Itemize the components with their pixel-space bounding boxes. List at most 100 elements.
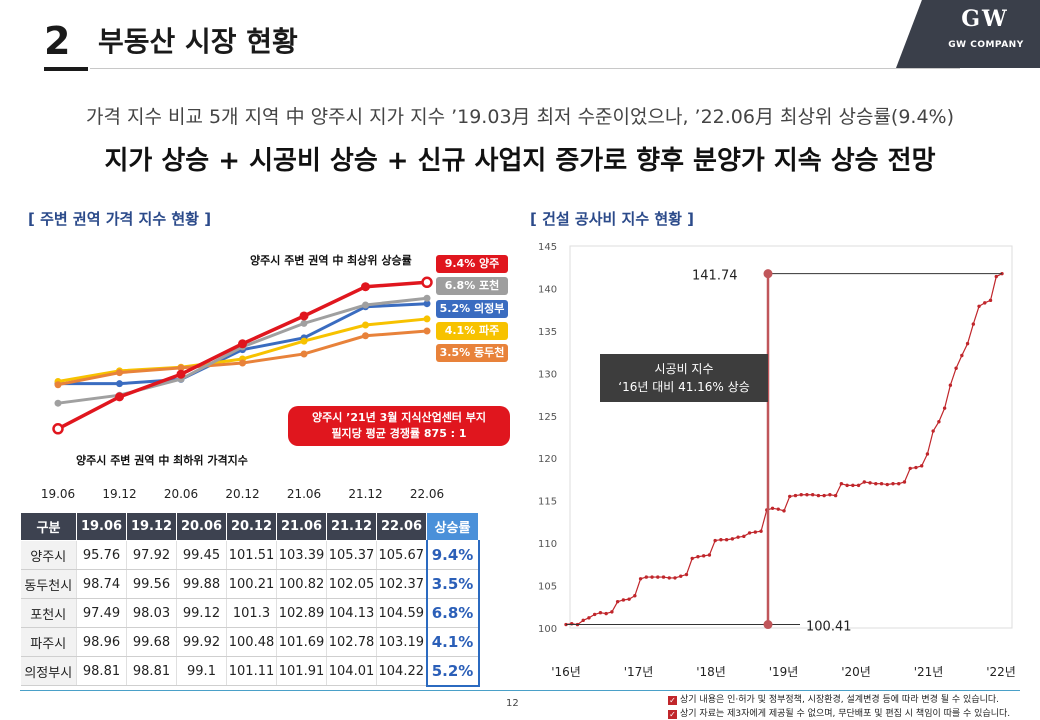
cost-index-point <box>810 493 815 497</box>
right-section-label: [ 건설 공사비 지수 현황 ] <box>530 210 695 228</box>
series-point-동두천시 <box>362 332 369 340</box>
series-point-동두천시 <box>239 359 246 367</box>
cost-annotation-line2: ‘16년 대비 41.16% 상승 <box>618 380 750 394</box>
row-value: 104.59 <box>376 598 427 628</box>
competition-rate-line1: 양주시 ’21년 3월 지식산업센터 부지 <box>311 411 487 424</box>
regional-price-index-chart: 19.06 19.12 20.06 20.12 21.06 21.12 22.06 양주시 … <box>20 240 520 510</box>
cost-index-point <box>701 554 706 558</box>
cost-index-point <box>879 481 884 486</box>
callout-paju: 4.1% 파주 <box>436 322 508 340</box>
max-value-label: 141.74 <box>692 269 738 284</box>
row-region-name: 의정부시 <box>20 656 77 686</box>
series-point-파주시 <box>362 321 369 329</box>
header-cell: 19.06 <box>76 512 127 541</box>
row-value: 99.12 <box>176 598 227 628</box>
row-rate: 9.4% <box>425 540 480 570</box>
row-value: 103.39 <box>276 540 327 570</box>
cost-index-point <box>661 575 666 579</box>
series-point-양주시 <box>115 392 124 402</box>
cost-index-point <box>937 420 941 424</box>
row-value: 99.1 <box>176 656 227 686</box>
cost-annotation-line1: 시공비 지수 <box>654 362 714 376</box>
construction-cost-index-svg: 145 140 135 130 125 120 115 110 105 100 '16년 '17년 '1… <box>538 242 1016 679</box>
cost-index-point <box>690 556 694 561</box>
row-region-name: 파주시 <box>20 627 77 657</box>
series-point-포천시 <box>362 301 369 309</box>
cost-index-point <box>592 612 597 617</box>
cost-index-point <box>994 274 998 279</box>
cost-index-point <box>615 599 620 604</box>
x-tick-label: 21.12 <box>348 487 382 501</box>
x-tick-label: 19.06 <box>41 487 75 501</box>
row-rate: 3.5% <box>425 569 480 599</box>
table-row: 의정부시 98.81 98.81 99.1 101.11 101.91 104.01 104.… <box>20 656 480 687</box>
cost-index-point <box>724 538 729 542</box>
y-tick-label: 115 <box>538 497 557 508</box>
cost-index-point <box>713 538 717 543</box>
cost-index-point <box>587 616 591 620</box>
cost-index-point <box>948 383 953 387</box>
cost-index-point <box>633 594 637 598</box>
row-rate: 6.8% <box>425 598 480 628</box>
cost-index-point <box>833 493 838 498</box>
series-point-포천시 <box>423 294 431 302</box>
series-point-의정부시 <box>116 380 123 388</box>
cost-index-point <box>793 493 798 498</box>
cost-index-point <box>719 538 723 542</box>
summary-subtitle: 가격 지수 비교 5개 지역 中 양주시 지가 지수 ’19.03月 최저 수준… <box>85 106 955 128</box>
header-cell: 19.12 <box>126 512 177 541</box>
series-point-의정부시 <box>423 300 431 308</box>
row-value: 104.13 <box>326 598 377 628</box>
cost-index-point <box>960 353 964 358</box>
row-value: 104.01 <box>326 656 377 686</box>
row-region-name: 양주시 <box>20 540 77 570</box>
series-point-양주시 <box>52 423 64 435</box>
annotation-top: 양주시 주변 권역 中 최상위 상승률 <box>250 254 412 267</box>
cost-index-point <box>730 537 735 541</box>
row-value: 103.19 <box>376 627 427 657</box>
header-cell: 21.12 <box>326 512 377 541</box>
cost-index-point <box>742 534 746 539</box>
series-point-파주시 <box>300 337 308 345</box>
section-number: 2 <box>44 19 71 63</box>
cost-index-point <box>581 618 585 623</box>
callout-uijeongbu: 5.2% 의정부 <box>436 300 508 318</box>
row-value: 101.11 <box>226 656 277 686</box>
series-point-동두천시 <box>54 381 62 389</box>
header-cell: 21.06 <box>276 512 327 541</box>
row-value: 100.82 <box>276 569 327 599</box>
cost-index-point <box>914 465 918 470</box>
row-value: 98.81 <box>76 656 127 686</box>
row-value: 101.3 <box>226 598 277 628</box>
annotation-bottom: 양주시 주변 권역 中 최하위 가격지수 <box>76 454 248 467</box>
row-value: 105.67 <box>376 540 427 570</box>
x-tick-label: 21.06 <box>287 487 321 501</box>
series-point-파주시 <box>423 315 431 323</box>
cost-index-point <box>874 481 878 486</box>
competition-rate-box: 양주시 ’21년 3월 지식산업센터 부지 필지당 평균 경쟁률 875 : 1 <box>288 406 510 446</box>
series-point-양주시 <box>176 369 186 379</box>
row-value: 97.92 <box>126 540 177 570</box>
cost-index-point <box>598 611 603 615</box>
row-value: 101.91 <box>276 656 327 686</box>
table-row: 포천시 97.49 98.03 99.12 101.3 102.89 104.13 104.5… <box>20 598 480 628</box>
callout-pocheon: 6.8% 포천 <box>436 277 508 295</box>
series-point-양주시 <box>361 282 370 292</box>
cost-index-line <box>565 273 1003 626</box>
header-rate: 상승률 <box>426 512 479 541</box>
cost-index-point <box>851 483 855 488</box>
series-point-양주시 <box>238 339 247 349</box>
header-cell: 20.12 <box>226 512 277 541</box>
header-divider <box>90 68 960 69</box>
row-rate: 5.2% <box>425 656 480 687</box>
header-cell: 구분 <box>20 512 77 541</box>
y-tick-label: 140 <box>538 284 557 295</box>
company-name: GW COMPANY <box>948 40 1024 50</box>
cost-index-point <box>965 341 970 346</box>
cost-index-point <box>782 509 786 513</box>
row-value: 102.37 <box>376 569 427 599</box>
cost-index-point <box>788 494 792 499</box>
page-title: 부동산 시장 현황 <box>98 25 298 58</box>
header-cell: 20.06 <box>176 512 227 541</box>
y-tick-label: 135 <box>538 327 557 338</box>
